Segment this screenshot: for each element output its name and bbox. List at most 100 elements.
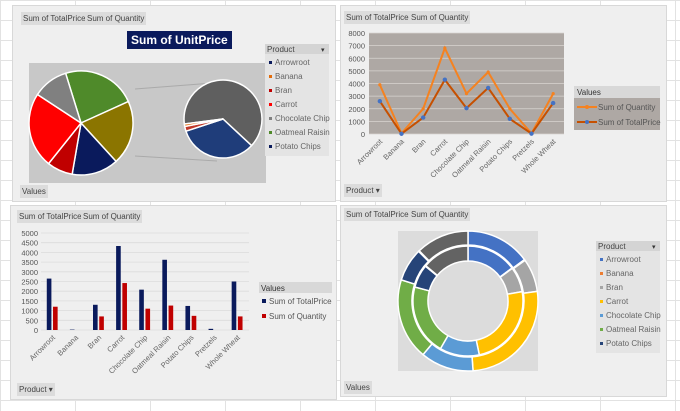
y-tick-label: 7000 <box>348 42 365 51</box>
sum-totalprice-button[interactable]: Sum of TotalPrice <box>17 210 84 223</box>
legend-title: Values <box>261 284 285 293</box>
legend-item: Potato Chips <box>606 339 652 348</box>
data-point <box>529 131 534 136</box>
legend-item: Oatmeal Raisin <box>606 325 661 334</box>
legend-item: Sum of TotalPrice <box>269 297 332 306</box>
connector-line <box>134 155 218 162</box>
data-point <box>443 46 447 50</box>
legend-marker <box>269 145 272 148</box>
legend-item: Banana <box>275 72 303 81</box>
y-tick-label: 4500 <box>21 239 38 248</box>
sum-quantity-button[interactable]: Sum of Quantity <box>409 11 471 24</box>
donut-chart-svg: Product Arrowroot Banana Bran Carrot Chocolat… <box>397 230 661 372</box>
data-point <box>507 116 513 122</box>
x-tick-label: Banana <box>55 332 80 357</box>
y-tick-label: 6000 <box>348 54 365 63</box>
legend-marker <box>585 120 589 124</box>
legend-title: Values <box>577 88 601 97</box>
product-filter-button[interactable]: Product ▾ <box>17 383 55 396</box>
legend-marker <box>269 103 272 106</box>
y-tick-label: 3000 <box>348 92 365 101</box>
legend <box>574 98 660 130</box>
legend-marker <box>269 61 272 64</box>
y-tick-label: 0 <box>34 326 38 335</box>
legend-marker <box>600 328 603 331</box>
sum-quantity-button[interactable]: Sum of Quantity <box>85 12 147 25</box>
legend-item: Arrowroot <box>275 58 310 67</box>
legend-marker <box>600 272 603 275</box>
sum-totalprice-button[interactable]: Sum of TotalPrice <box>21 12 88 25</box>
values-button[interactable]: Values <box>20 185 48 198</box>
bar <box>162 259 167 330</box>
legend-header <box>265 44 329 54</box>
data-point <box>486 70 490 74</box>
legend-item: Arrowroot <box>606 255 641 264</box>
legend-marker <box>600 314 603 317</box>
product-filter-button[interactable]: Product ▾ <box>344 184 382 197</box>
bar-chart[interactable]: 0 500 1000 1500 2000 2500 3000 3500 4000 4500 5000… <box>10 205 337 400</box>
y-tick-label: 4000 <box>21 248 38 257</box>
pie-of-pie-chart[interactable]: ▾ Product Arrowroot Banana Bran Carrot Chocola… <box>12 5 336 202</box>
legend-marker <box>585 105 589 109</box>
legend-item: Bran <box>606 283 623 292</box>
donut-chart[interactable]: Product Arrowroot Banana Bran Carrot Chocolat… <box>340 205 667 397</box>
y-tick-label: 500 <box>25 316 38 325</box>
line-chart[interactable]: 0 1000 2000 3000 4000 5000 6000 7000 8000 Arrowro… <box>340 5 667 202</box>
data-point <box>420 115 426 120</box>
legend-title: Product <box>267 45 295 54</box>
legend-item: Chocolate Chip <box>606 311 661 320</box>
y-tick-label: 1000 <box>21 307 38 316</box>
data-point <box>442 77 448 82</box>
data-point <box>550 100 556 106</box>
legend-item: Banana <box>606 269 634 278</box>
legend-item: Bran <box>275 86 292 95</box>
y-tick-label: 0 <box>361 130 365 139</box>
outer-ring-segment <box>418 230 469 262</box>
line-chart-svg: 0 1000 2000 3000 4000 5000 6000 7000 8000 Arrowro… <box>348 29 661 180</box>
legend-item: Carrot <box>606 297 629 306</box>
connector-line <box>134 82 214 90</box>
data-point <box>508 107 512 111</box>
bar <box>208 328 214 330</box>
y-tick-label: 3000 <box>21 268 38 277</box>
sum-quantity-button[interactable]: Sum of Quantity <box>409 208 471 221</box>
secondary-pie-slice <box>185 118 253 159</box>
dropdown-arrow-icon: ▾ <box>321 47 325 54</box>
legend-item: Carrot <box>275 100 298 109</box>
legend-item: Oatmeal Raisin <box>275 128 330 137</box>
bar <box>53 306 58 330</box>
x-tick-label: Banana <box>381 136 406 161</box>
y-tick-label: 2000 <box>21 287 38 296</box>
values-button[interactable]: Values <box>344 381 372 394</box>
x-tick-label: Bran <box>86 333 104 351</box>
data-point <box>485 85 491 91</box>
bar <box>231 281 237 330</box>
sum-totalprice-button[interactable]: Sum of TotalPrice <box>344 208 411 221</box>
pie-slice <box>36 72 83 125</box>
legend-header <box>259 282 332 293</box>
bar <box>237 316 243 330</box>
pie-chart-svg: ▾ Product Arrowroot Banana Bran Carrot Chocola… <box>28 44 330 183</box>
secondary-pie-slice <box>183 118 224 128</box>
bar <box>139 289 144 330</box>
y-tick-label: 3500 <box>21 258 38 267</box>
sum-quantity-button[interactable]: Sum of Quantity <box>81 210 143 223</box>
legend-title: Product <box>598 242 626 251</box>
bar <box>46 278 52 330</box>
sum-totalprice-button[interactable]: Sum of TotalPrice <box>344 11 411 24</box>
bar <box>168 305 174 330</box>
x-tick-label: Arrowroot <box>355 136 385 166</box>
legend <box>265 54 329 156</box>
y-tick-label: 1500 <box>21 297 38 306</box>
legend-header <box>596 241 660 251</box>
legend-marker <box>269 89 272 92</box>
legend-marker <box>600 258 603 261</box>
legend-item: Sum of TotalPrice <box>598 118 661 127</box>
legend-marker <box>269 75 272 78</box>
x-tick-label: Bran <box>410 137 428 155</box>
pie-slice <box>28 93 83 165</box>
legend-item: Sum of Quantity <box>269 312 326 321</box>
data-point <box>399 131 404 136</box>
x-tick-label: Arrowroot <box>28 332 58 362</box>
y-tick-label: 5000 <box>348 67 365 76</box>
